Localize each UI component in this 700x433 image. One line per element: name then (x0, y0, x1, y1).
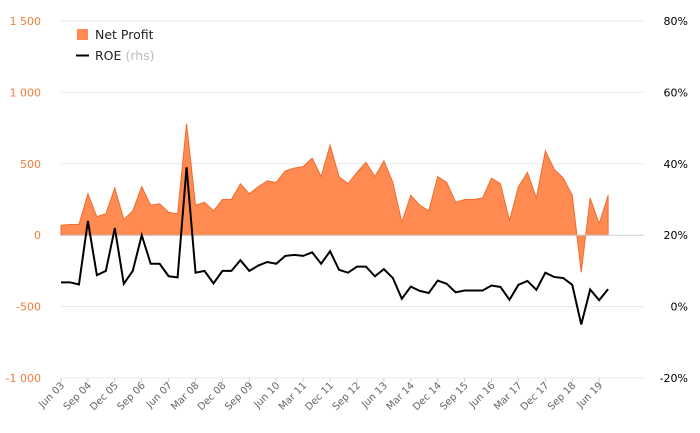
legend-label-roe: ROE (rhs) (95, 48, 155, 63)
x-tick-label: Mar 14 (385, 380, 417, 412)
gridlines (61, 20, 644, 379)
x-tick-label: Sep 15 (438, 380, 470, 412)
right-tick-label: 40% (664, 158, 688, 171)
x-tick-label: Sep 06 (115, 380, 147, 412)
x-tick-label: Dec 17 (519, 380, 552, 413)
x-tick-label: Dec 11 (303, 380, 336, 413)
legend-swatch-net-profit (77, 29, 88, 40)
right-tick-label: 20% (664, 229, 688, 242)
left-tick-label: 1 000 (10, 86, 42, 99)
left-tick-label: 500 (20, 158, 41, 171)
x-tick-label: Mar 11 (277, 380, 309, 412)
x-tick-label: Mar 08 (169, 380, 201, 412)
roe-line (61, 167, 609, 325)
left-tick-label: 1 500 (10, 15, 42, 28)
x-tick-label: Jun 19 (574, 380, 605, 411)
legend-label-roe-note: (rhs) (125, 48, 154, 63)
right-tick-label: 0% (671, 301, 688, 314)
net-profit-area (60, 123, 609, 273)
x-tick-label: Sep 09 (223, 380, 255, 412)
left-axis-ticks: -1 000 -500 0 500 1 000 1 500 (6, 15, 41, 385)
x-tick-label: Dec 14 (411, 380, 444, 413)
roe-line-layer (61, 167, 609, 325)
right-tick-label: 80% (664, 15, 688, 28)
net-profit-area-layer (60, 123, 609, 273)
x-tick-label: Dec 08 (196, 380, 229, 413)
legend-label-roe-name: ROE (95, 48, 122, 63)
x-tick-label: Sep 04 (62, 380, 94, 412)
left-tick-label: 0 (34, 229, 41, 242)
left-tick-label: -1 000 (6, 372, 41, 385)
x-tick-label: Dec 05 (88, 380, 121, 413)
x-tick-label: Mar 17 (492, 380, 524, 412)
legend: Net Profit ROE (rhs) (76, 27, 155, 63)
left-tick-label: -500 (16, 301, 41, 314)
right-tick-label: 60% (664, 86, 688, 99)
legend-label-net-profit: Net Profit (95, 27, 154, 42)
right-axis-ticks: -20% 0% 20% 40% 60% 80% (660, 15, 688, 385)
right-tick-label: -20% (660, 372, 688, 385)
x-tick-label: Sep 12 (331, 380, 363, 412)
x-tick-label: Sep 18 (546, 380, 578, 412)
